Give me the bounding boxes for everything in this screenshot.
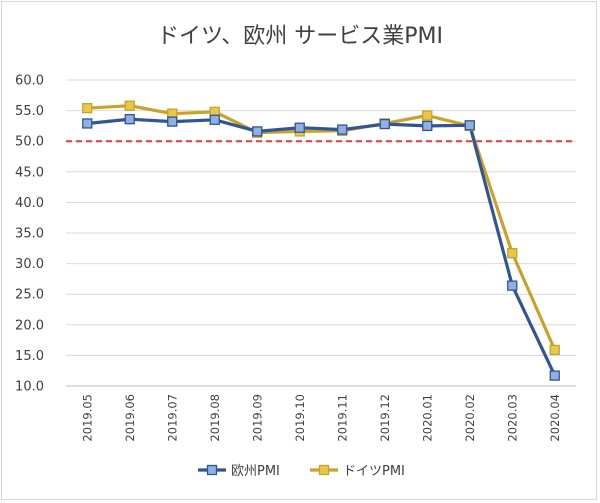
series-1-point bbox=[124, 100, 135, 111]
x-tick-label: 2020.02 bbox=[463, 394, 477, 442]
series-1-point bbox=[82, 103, 93, 114]
y-tick-label: 15.0 bbox=[15, 349, 44, 364]
x-tick-label: 2019.05 bbox=[80, 394, 94, 442]
series-0-point bbox=[252, 126, 263, 137]
y-tick-label: 20.0 bbox=[15, 318, 44, 333]
series-0-point bbox=[549, 370, 560, 381]
y-tick-label: 55.0 bbox=[15, 104, 44, 119]
series-line-0 bbox=[87, 117, 557, 377]
x-tick-label: 2019.11 bbox=[335, 394, 349, 442]
x-tick-label: 2019.06 bbox=[123, 394, 137, 442]
series-1-point bbox=[507, 248, 518, 259]
x-tick-label: 2019.10 bbox=[293, 394, 307, 442]
series-layer bbox=[82, 100, 560, 381]
series-0-point bbox=[379, 118, 390, 130]
x-tick-label: 2019.09 bbox=[250, 394, 264, 442]
y-tick-label: 25.0 bbox=[15, 288, 44, 303]
series-0-point bbox=[209, 114, 220, 125]
y-tick-label: 45.0 bbox=[15, 165, 44, 180]
series-0-point bbox=[82, 118, 93, 129]
series-0-point bbox=[294, 122, 305, 133]
legend-swatch-marker bbox=[318, 464, 330, 476]
x-tick-label: 2020.03 bbox=[505, 394, 519, 442]
legend-label: 欧州PMI bbox=[231, 464, 280, 479]
series-0-point bbox=[167, 116, 178, 127]
x-tick-label: 2019.08 bbox=[208, 394, 222, 442]
y-axis: 10.0 15.0 20.0 25.0 30.0 35.0 40.0 45.0 50.0 55.0… bbox=[15, 74, 44, 395]
x-tick-label: 2019.07 bbox=[165, 394, 179, 442]
legend-label: ドイツPMI bbox=[343, 464, 405, 479]
x-tick-label: 2020.01 bbox=[420, 394, 434, 442]
y-tick-label: 40.0 bbox=[15, 196, 44, 211]
series-1-point bbox=[549, 344, 560, 356]
legend-swatch-marker bbox=[206, 464, 218, 476]
series-0-point bbox=[337, 124, 348, 135]
series-0-point bbox=[507, 280, 518, 291]
series-0-point bbox=[422, 120, 433, 132]
legend: 欧州PMI ドイツPMI bbox=[198, 464, 405, 479]
x-tick-label: 2019.12 bbox=[378, 394, 392, 442]
y-tick-label: 10.0 bbox=[15, 380, 44, 395]
series-0-point bbox=[464, 120, 475, 131]
series-line-1 bbox=[87, 104, 557, 351]
chart-title: ドイツ、欧州 サービス業PMI bbox=[157, 24, 443, 49]
y-tick-label: 35.0 bbox=[15, 227, 44, 242]
y-tick-label: 50.0 bbox=[15, 135, 44, 150]
y-tick-label: 30.0 bbox=[15, 257, 44, 272]
x-axis: 2019.05 2019.06 2019.07 2019.08 2019.09 2019.… bbox=[66, 385, 576, 442]
series-0-point bbox=[124, 114, 135, 125]
x-tick-label: 2020.04 bbox=[548, 394, 562, 442]
series-1-point bbox=[422, 110, 433, 121]
y-tick-label: 60.0 bbox=[15, 74, 44, 89]
